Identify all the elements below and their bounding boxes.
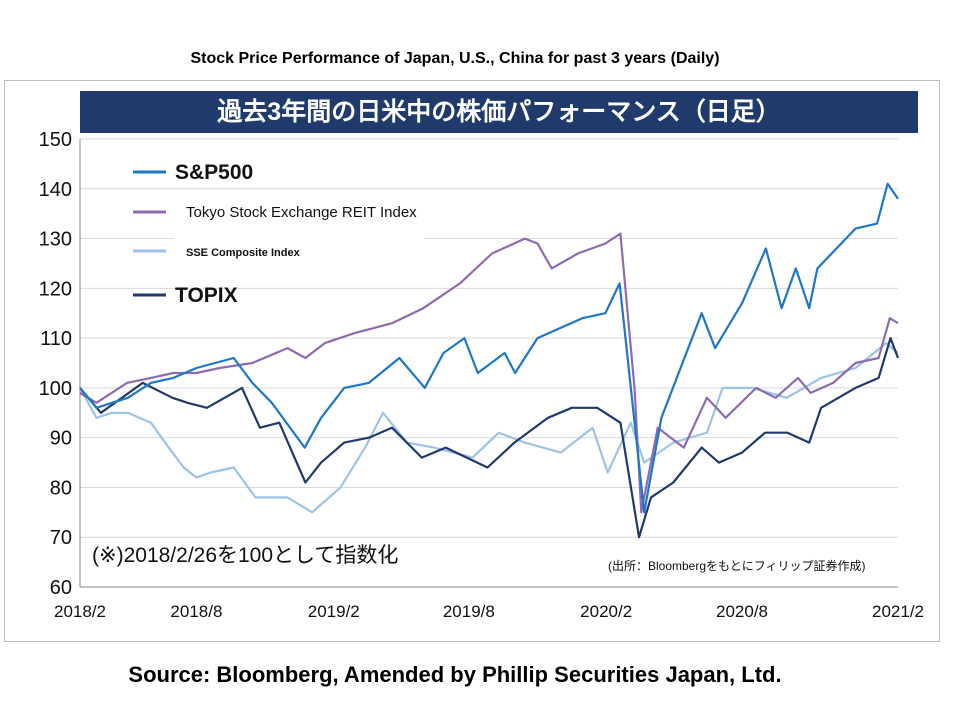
series-line-tokyo-stock-exchange-reit-index [79,232,899,514]
legend-label: TOPIX [175,284,238,307]
series-line-sse-composite-index [79,342,899,514]
y-tick-label: 60 [50,577,72,599]
y-tick-label: 90 [50,428,72,450]
chart-caption: Stock Price Performance of Japan, U.S., … [190,50,720,67]
legend-label-bg [174,233,424,263]
x-tick-label: 2019/8 [443,602,495,621]
x-tick-label: 2020/2 [580,602,632,621]
x-tick-label: 2018/8 [170,602,222,621]
y-tick-label: 120 [39,278,72,300]
y-tick-label: 130 [39,229,72,251]
x-tick-label: 2020/8 [716,602,768,621]
chart-title-banner [80,91,918,133]
chart-title: 過去3年間の日米中の株価パフォーマンス（日足） [217,98,781,126]
legend-label: S&P500 [175,161,253,184]
x-tick-label: 2018/2 [54,602,106,621]
y-tick-label: 100 [39,378,72,400]
y-tick-label: 140 [39,179,72,201]
x-tick-label: 2019/2 [308,602,360,621]
y-tick-label: 110 [40,328,72,350]
legend-label: SSE Composite Index [186,247,301,259]
data-credit: (出所：Bloombergをもとにフィリップ証券作成) [608,558,866,573]
source-note: Source: Bloomberg, Amended by Phillip Se… [128,662,782,687]
series-line-topix [79,337,900,539]
y-tick-label: 70 [50,527,72,549]
index-note: (※)2018/2/26を100として指数化 [92,544,398,567]
y-tick-label: 150 [39,129,72,151]
legend-label: Tokyo Stock Exchange REIT Index [186,204,417,221]
legend-label-bg [174,194,458,224]
chart-frame [4,80,940,642]
series-line-s-p500 [79,182,899,514]
x-tick-label: 2021/2 [872,602,924,621]
y-tick-label: 80 [50,477,72,499]
